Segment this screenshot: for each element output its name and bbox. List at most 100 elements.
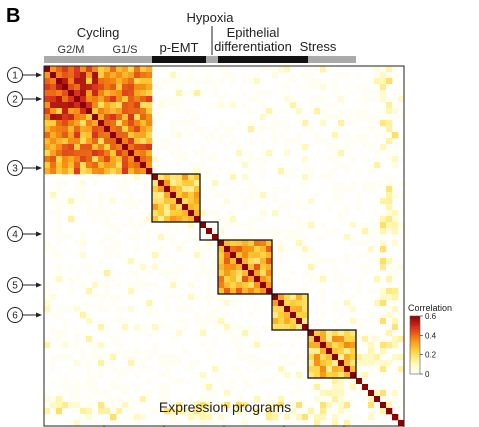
heatmap-cell [314,342,321,349]
heatmap-cell [206,270,213,277]
heatmap-cell [56,240,63,247]
heatmap-cell [104,294,111,301]
heatmap-cell [44,90,51,97]
heatmap-cell [194,408,201,415]
heatmap-cell [134,150,141,157]
heatmap-cell [92,120,99,127]
heatmap-cell [362,108,369,115]
heatmap-cell [362,138,369,145]
heatmap-cell [374,108,381,115]
heatmap-cell [164,372,171,379]
heatmap-cell [338,186,345,193]
heatmap-cell [62,126,69,133]
heatmap-cell [314,330,321,337]
heatmap-cell [80,264,87,271]
heatmap-cell [350,222,357,229]
heatmap-cell [176,360,183,367]
heatmap-cell [236,366,243,373]
heatmap-cell [170,414,177,421]
heatmap-cell [374,354,381,361]
heatmap-cell [278,204,285,211]
heatmap-cell [380,294,387,301]
heatmap-cell [212,264,219,271]
heatmap-cell [380,120,387,127]
heatmap-cell [206,210,213,217]
heatmap-cell [122,78,129,85]
heatmap-cell [224,72,231,79]
color-scale-swatch [410,343,420,346]
heatmap-cell [398,180,405,187]
heatmap-cell [68,288,75,295]
heatmap-cell [356,222,363,229]
heatmap-cell [344,186,351,193]
heatmap-cell [188,138,195,145]
heatmap-cell [200,126,207,133]
heatmap-cell [284,210,291,217]
heatmap-cell [74,168,81,175]
heatmap-cell [128,222,135,229]
heatmap-cell [248,168,255,175]
heatmap-cell [206,300,213,307]
heatmap-cell [92,408,99,415]
heatmap-cell [344,342,351,349]
heatmap-cell [374,360,381,367]
heatmap-cell [296,312,303,319]
heatmap-cell [218,102,225,109]
heatmap-cell [194,78,201,85]
heatmap-cell [176,180,183,187]
heatmap-cell [164,186,171,193]
arrow-head [36,282,42,288]
heatmap-cell [374,390,381,397]
heatmap-cell [260,360,267,367]
heatmap-cell [182,300,189,307]
heatmap-cell [104,330,111,337]
heatmap-cell [116,396,123,403]
heatmap-cell [272,102,279,109]
heatmap-cell [74,336,81,343]
heatmap-cell [92,180,99,187]
heatmap-cell [128,306,135,313]
heatmap-cell [164,210,171,217]
heatmap-cell [182,348,189,355]
heatmap-cell [110,114,117,121]
heatmap-cell [386,228,393,235]
heatmap-cell [368,366,375,373]
heatmap-cell [218,270,225,277]
heatmap-cell [290,306,297,313]
heatmap-cell [332,300,339,307]
heatmap-cell [368,114,375,121]
color-scale-swatch [410,327,420,330]
heatmap-cell [398,336,405,343]
heatmap-cell [350,360,357,367]
heatmap-cell [278,258,285,265]
heatmap-cell [302,312,309,319]
heatmap-cell [194,294,201,301]
heatmap-cell [356,108,363,115]
heatmap-cell [284,300,291,307]
heatmap-cell [86,408,93,415]
heatmap-cell [326,378,333,385]
heatmap-cell [254,216,261,223]
heatmap-cell [86,84,93,91]
heatmap-cell [86,66,93,73]
heatmap-cell [134,180,141,187]
heatmap-cell [344,396,351,403]
color-scale-swatch [410,365,420,368]
heatmap-cell [242,198,249,205]
heatmap-cell [356,324,363,331]
heatmap-cell [398,384,405,391]
heatmap-cell [44,78,51,85]
heatmap-cell [224,402,231,409]
heatmap-cell [74,126,81,133]
heatmap-cell [266,252,273,259]
heatmap-cell [296,324,303,331]
heatmap-cell [158,78,165,85]
heatmap-cell [170,198,177,205]
heatmap-cell [194,276,201,283]
heatmap-cell [92,384,99,391]
heatmap-cell [104,288,111,295]
heatmap-cell [92,150,99,157]
heatmap-cell [338,210,345,217]
heatmap-cell [200,246,207,253]
heatmap-cell [176,96,183,103]
